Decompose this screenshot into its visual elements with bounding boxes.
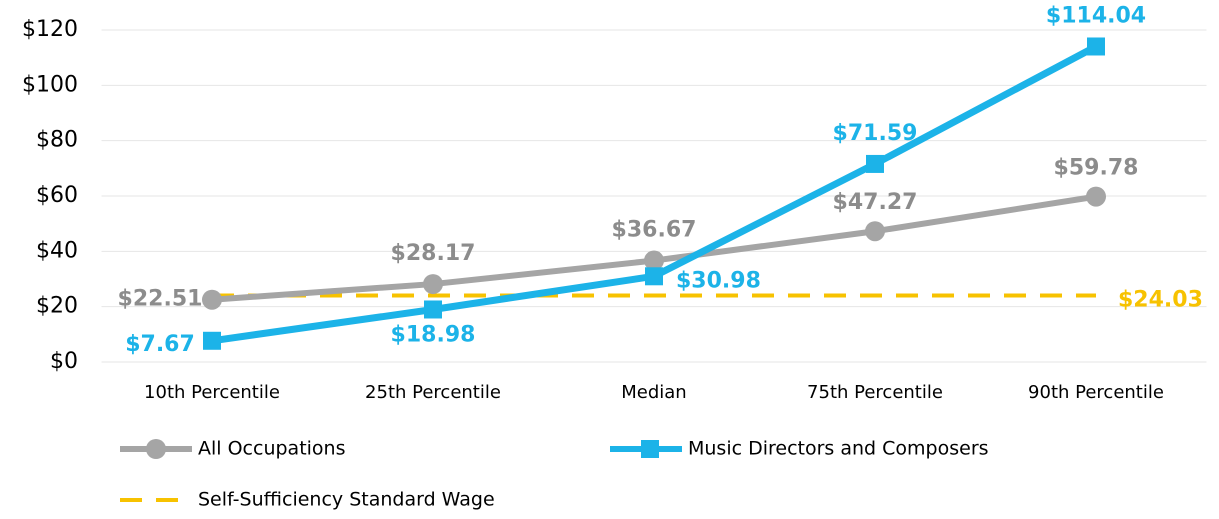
- y-tick-label: $40: [36, 238, 78, 263]
- y-tick-label: $80: [36, 128, 78, 153]
- data-label: $7.67: [125, 332, 195, 357]
- x-tick-label: 25th Percentile: [365, 382, 501, 403]
- marker: [423, 274, 443, 295]
- marker: [866, 154, 884, 173]
- y-tick-label: $120: [22, 17, 78, 42]
- marker: [644, 250, 664, 271]
- marker: [203, 331, 221, 350]
- data-label: $30.98: [676, 268, 761, 293]
- data-label: $22.51: [118, 287, 203, 312]
- marker: [645, 267, 663, 286]
- legend-label: Self-Sufficiency Standard Wage: [198, 489, 495, 511]
- x-tick-label: 75th Percentile: [807, 382, 943, 403]
- marker: [865, 221, 885, 242]
- legend-marker: [641, 440, 659, 458]
- marker: [1087, 37, 1105, 56]
- data-label: $59.78: [1054, 156, 1139, 181]
- data-label: $28.17: [391, 241, 476, 266]
- legend-marker: [146, 439, 166, 459]
- marker: [202, 289, 222, 310]
- data-label: $47.27: [833, 190, 918, 215]
- x-tick-label: Median: [621, 382, 686, 403]
- data-label: $114.04: [1046, 3, 1146, 28]
- data-label: $71.59: [833, 121, 918, 146]
- data-label: $36.67: [612, 218, 697, 243]
- legend-label: Music Directors and Composers: [688, 438, 989, 460]
- x-tick-label: 10th Percentile: [144, 382, 280, 403]
- marker: [1086, 186, 1106, 207]
- y-tick-label: $0: [50, 349, 78, 374]
- data-label: $24.03: [1118, 288, 1203, 313]
- x-tick-label: 90th Percentile: [1028, 382, 1164, 403]
- legend-label: All Occupations: [198, 438, 345, 460]
- y-tick-label: $20: [36, 294, 78, 319]
- y-tick-label: $100: [22, 72, 78, 97]
- y-tick-label: $60: [36, 183, 78, 208]
- marker: [424, 300, 442, 319]
- data-label: $18.98: [391, 322, 476, 347]
